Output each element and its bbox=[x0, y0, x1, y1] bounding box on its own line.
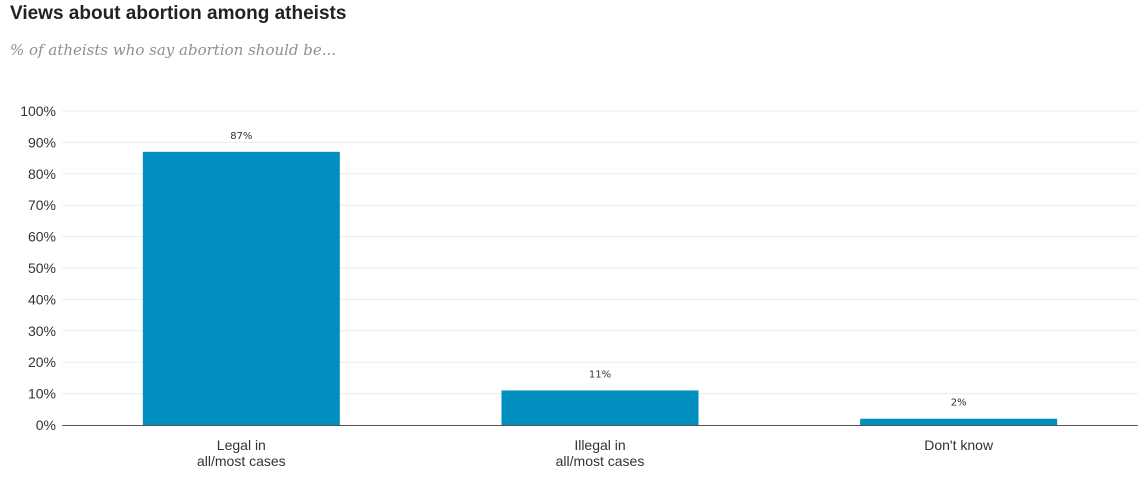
x-tick-label: Don't know bbox=[924, 437, 994, 453]
chart-subtitle: % of atheists who say abortion should be… bbox=[10, 41, 337, 59]
y-tick-label: 20% bbox=[28, 354, 56, 370]
data-label: 11% bbox=[589, 369, 611, 380]
chart-title: Views about abortion among atheists bbox=[10, 3, 347, 24]
x-tick-label: Legal in bbox=[217, 437, 266, 453]
bar bbox=[860, 418, 1058, 425]
y-tick-label: 70% bbox=[28, 197, 56, 213]
y-tick-label: 100% bbox=[20, 103, 56, 119]
x-tick-label: all/most cases bbox=[556, 453, 645, 469]
x-tick-label: all/most cases bbox=[197, 453, 286, 469]
data-label: 2% bbox=[951, 398, 967, 409]
y-tick-label: 50% bbox=[28, 260, 56, 276]
data-label: 87% bbox=[230, 131, 252, 142]
y-tick-label: 60% bbox=[28, 229, 56, 245]
y-tick-label: 10% bbox=[28, 386, 56, 402]
y-tick-label: 30% bbox=[28, 323, 56, 339]
y-tick-label: 0% bbox=[36, 417, 56, 433]
bar bbox=[501, 390, 699, 425]
y-tick-label: 80% bbox=[28, 166, 56, 182]
x-tick-label: Illegal in bbox=[574, 437, 625, 453]
y-tick-label: 90% bbox=[28, 134, 56, 150]
y-tick-label: 40% bbox=[28, 291, 56, 307]
bar bbox=[142, 151, 340, 425]
